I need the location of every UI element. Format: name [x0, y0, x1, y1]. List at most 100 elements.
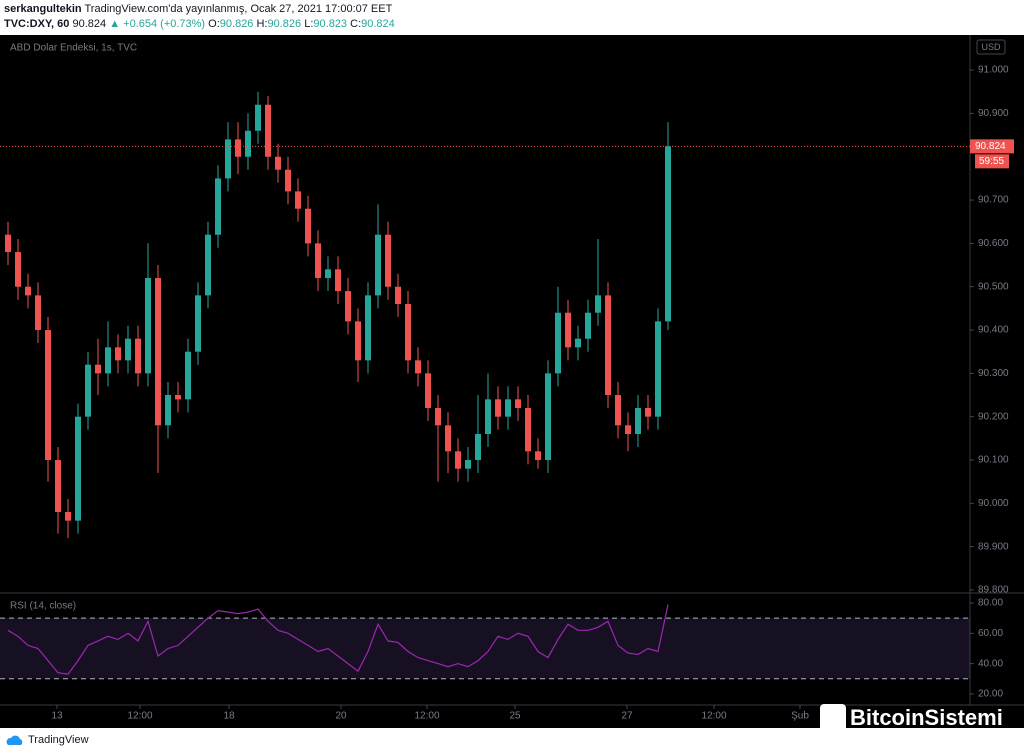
candle-body [205, 234, 211, 296]
candle-body [405, 304, 411, 361]
change: ▲ +0.654 (+0.73%) [109, 18, 206, 30]
pane-title: RSI (14, close) [10, 601, 76, 612]
candle-body [305, 208, 311, 244]
candle-body [445, 425, 451, 452]
candle-body [425, 373, 431, 409]
candle-body [115, 347, 121, 361]
candle-body [525, 408, 531, 452]
candle-body [595, 295, 601, 313]
candle-body [135, 338, 141, 374]
candle-body [85, 364, 91, 417]
x-tick-label: 27 [621, 711, 633, 722]
author: serkangultekin [4, 3, 82, 15]
candle-body [455, 451, 461, 469]
candle-body [545, 373, 551, 460]
chart-background [0, 35, 1024, 728]
y-tick-label: 90.400 [978, 325, 1009, 336]
y-tick-label: 20.00 [978, 689, 1003, 700]
candle-body [625, 425, 631, 435]
candle-body [505, 399, 511, 417]
candle-body [605, 295, 611, 396]
y-tick-label: 90.600 [978, 238, 1009, 249]
y-tick-label: 90.700 [978, 195, 1009, 206]
y-tick-label: 60.00 [978, 628, 1003, 639]
candle-body [5, 234, 11, 253]
candle-body [575, 338, 581, 348]
candle-body [485, 399, 491, 435]
candle-body [235, 139, 241, 157]
header: serkangultekin TradingView.com'da yayınl… [4, 2, 395, 32]
x-tick-label: 13 [51, 711, 63, 722]
x-tick-label: 12:00 [414, 711, 439, 722]
candle-body [15, 252, 21, 287]
candle-body [55, 459, 61, 512]
candle-body [395, 286, 401, 305]
logo [6, 735, 23, 745]
candle-body [275, 156, 281, 170]
ohlc-value: 90.824 [361, 18, 395, 30]
watermark: BitcoinSistemi.com [820, 704, 1010, 728]
candle-body [585, 312, 591, 339]
footer: TradingView [28, 734, 89, 746]
ohlc-key: L: [304, 18, 314, 30]
candle-body [645, 408, 651, 417]
candle-body [195, 295, 201, 352]
candle-body [225, 139, 231, 179]
ohlc-value: 90.826 [267, 18, 302, 30]
ohlc-value: 90.823 [313, 18, 348, 30]
countdown: 59:55 [979, 156, 1004, 167]
x-tick-label: 20 [335, 711, 347, 722]
y-tick-label: 90.200 [978, 411, 1009, 422]
candle-body [665, 146, 671, 322]
ohlc-key: H: [256, 18, 268, 30]
candle-body [365, 295, 371, 361]
candle-body [555, 312, 561, 374]
candle-body [75, 416, 81, 521]
candle-body [295, 191, 301, 209]
candle-body [245, 130, 251, 157]
candle-body [465, 459, 471, 469]
y-tick-label: 89.800 [978, 585, 1009, 596]
ohlc-key: O: [208, 18, 220, 30]
x-tick-label: 12:00 [701, 711, 726, 722]
y-tick-label: 90.000 [978, 498, 1009, 509]
x-tick-label: 12:00 [127, 711, 152, 722]
candle-body [165, 395, 171, 426]
candle-body [335, 269, 341, 292]
header-line-2: TVC:DXY, 60 90.824 ▲ +0.654 (+0.73%) O:9… [4, 17, 395, 32]
candle-body [325, 269, 331, 279]
y-tick-label: 90.900 [978, 108, 1009, 119]
candle-body [145, 278, 151, 374]
candle-body [35, 295, 41, 331]
last-price-box [970, 139, 1014, 154]
ohlc-key: C: [350, 18, 362, 30]
published: TradingView.com'da yayınlanmış, Ocak 27,… [84, 3, 393, 15]
candle-body [495, 399, 501, 417]
last-price-label: 90.824 [975, 141, 1006, 152]
candle-body [475, 434, 481, 460]
currency-box [976, 39, 1006, 55]
currency: USD [981, 42, 1001, 52]
y-tick-label: 90.300 [978, 368, 1009, 379]
candle-body [65, 511, 71, 521]
candle-body [355, 321, 361, 361]
x-tick-label: 18 [223, 711, 235, 722]
symbol: TVC:DXY, 60 [4, 18, 70, 30]
candle-body [385, 234, 391, 287]
candle-body [45, 330, 51, 460]
ohlc: O:90.826 H:90.826 L:90.823 C:90.824 [208, 18, 395, 30]
y-tick-label: 90.500 [978, 281, 1009, 292]
candle-body [95, 364, 101, 374]
candle-body [215, 178, 221, 235]
pane-title: ABD Dolar Endeksi, 1s, TVC [10, 43, 137, 54]
candle-body [435, 408, 441, 426]
candle-body [105, 347, 111, 374]
y-tick-label: 40.00 [978, 658, 1003, 669]
candle-body [615, 395, 621, 426]
y-tick-label: 89.900 [978, 541, 1009, 552]
candle-body [155, 278, 161, 426]
candle-body [285, 169, 291, 192]
ohlc-value: 90.826 [219, 18, 254, 30]
countdown-box [975, 154, 1009, 169]
